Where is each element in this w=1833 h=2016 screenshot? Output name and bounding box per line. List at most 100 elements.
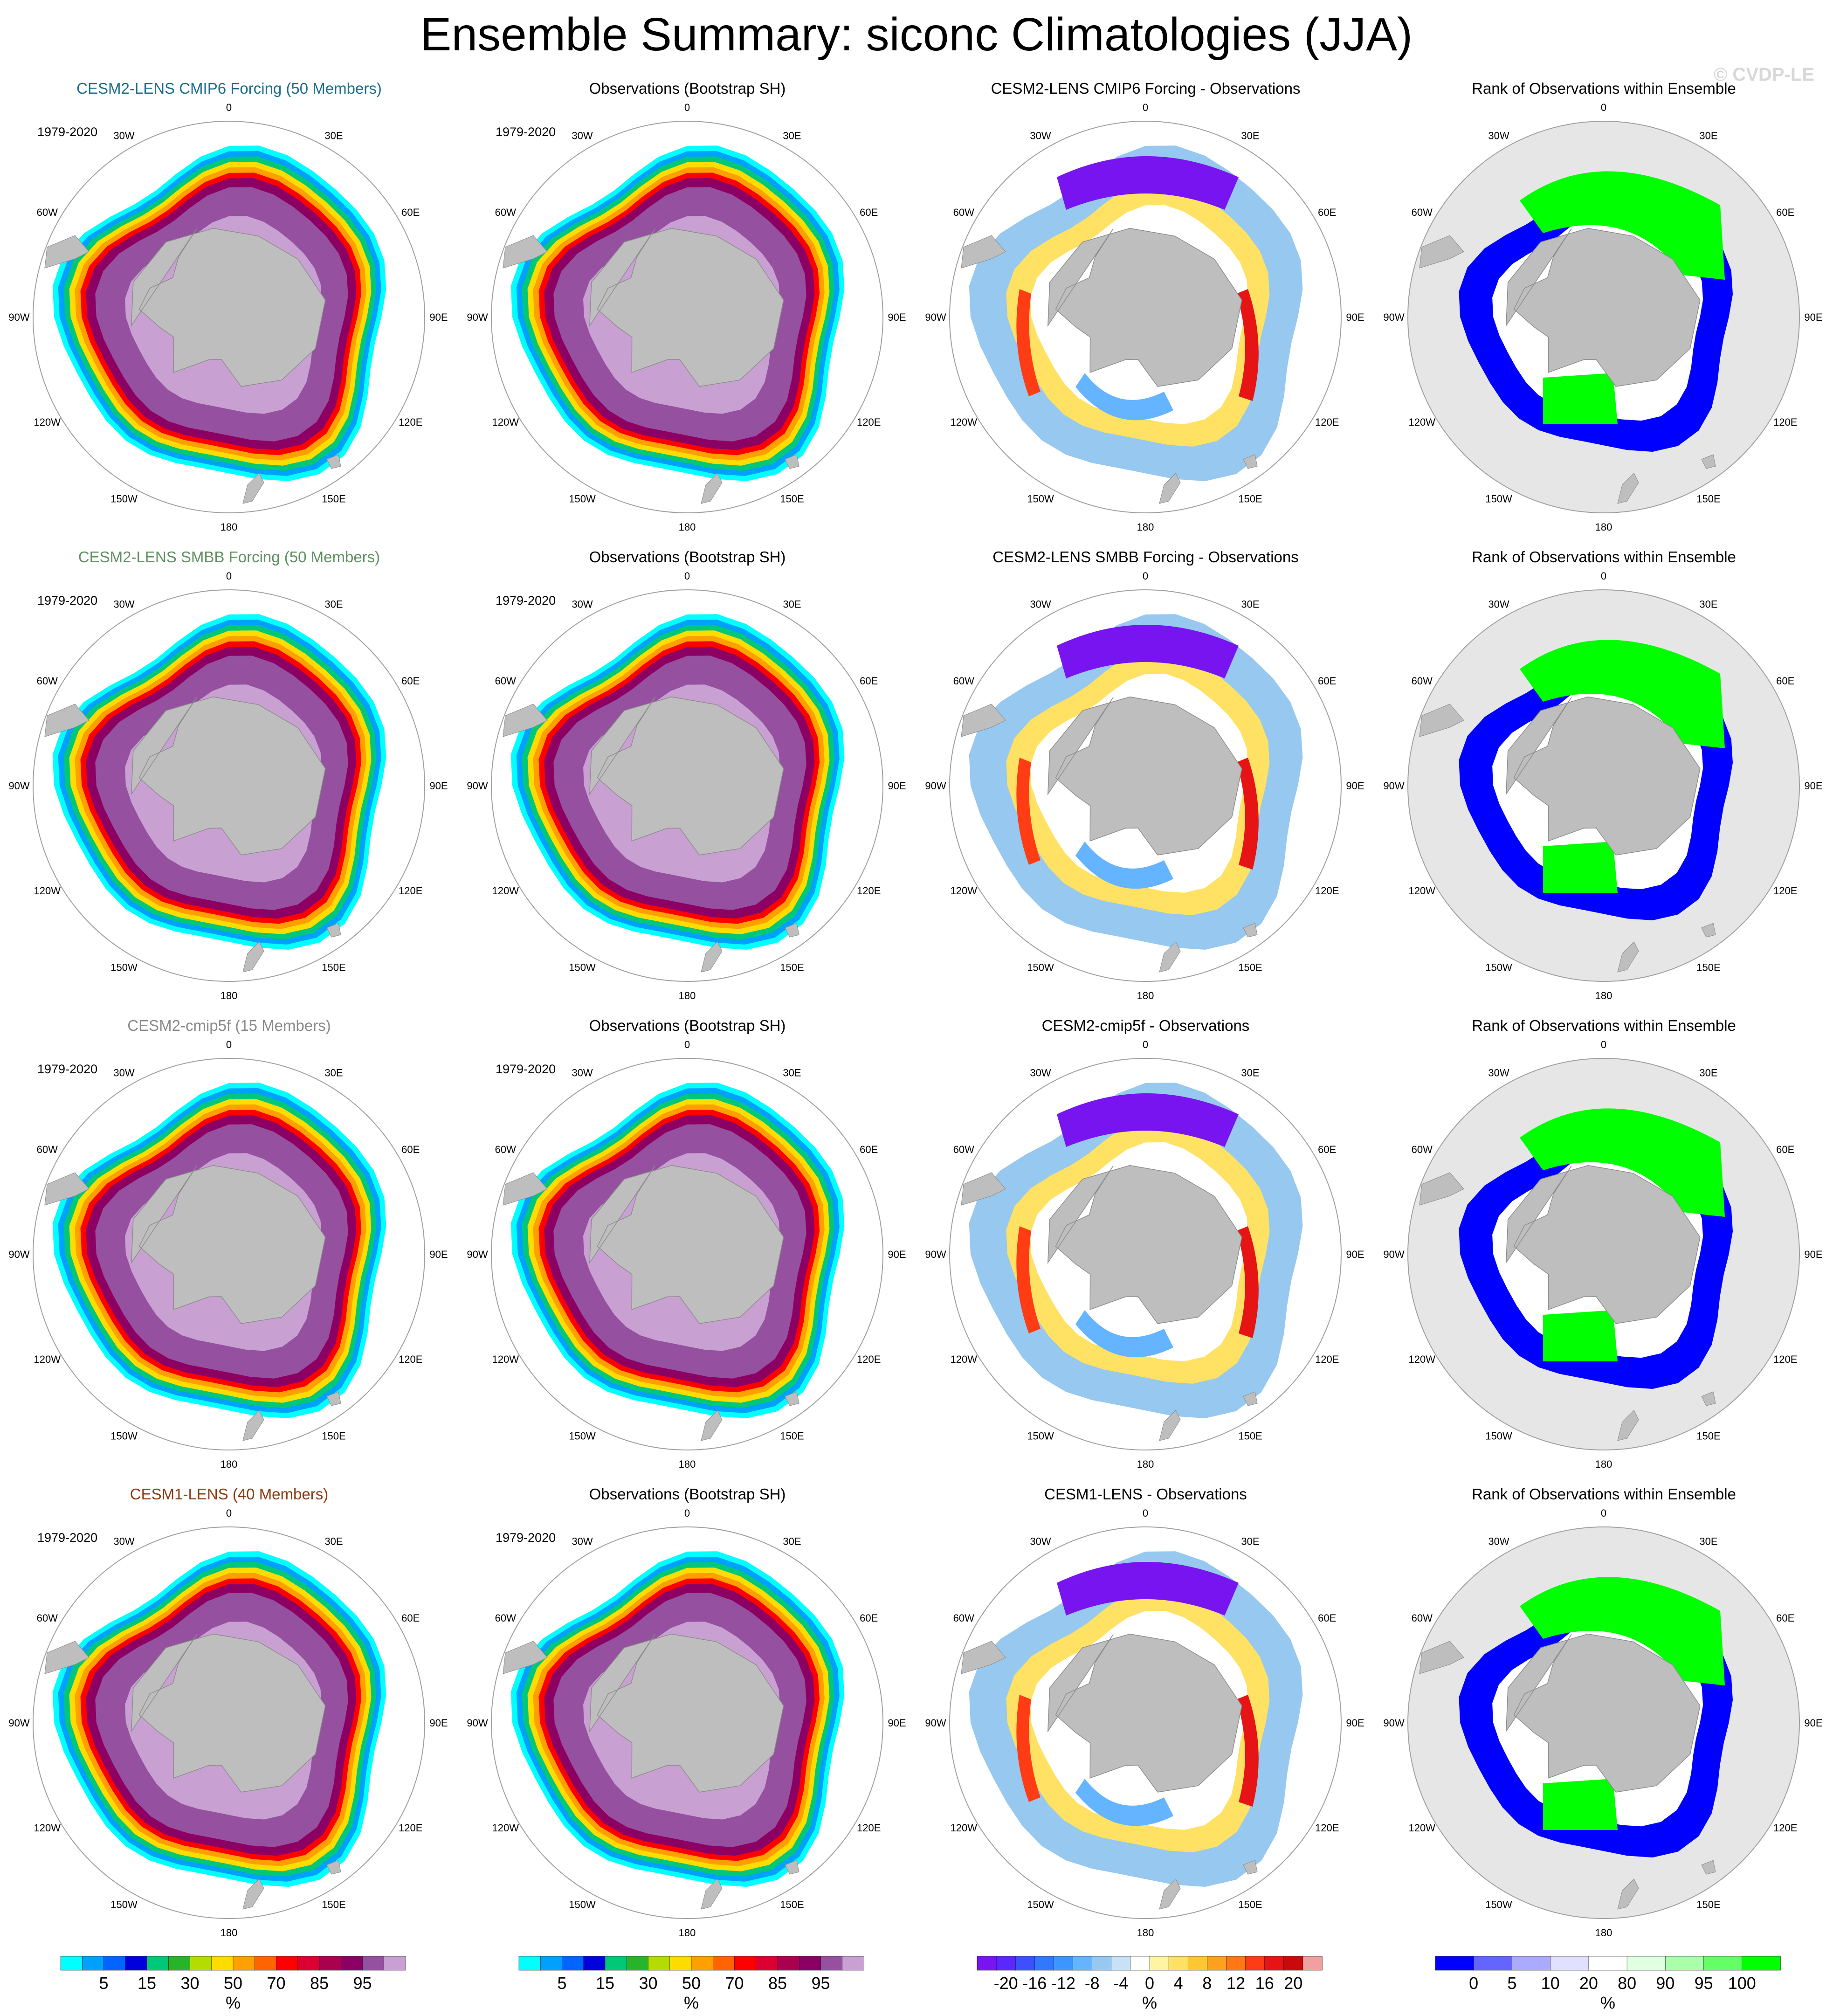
longitude-label: 180 — [679, 1458, 696, 1470]
tasmania-landmass — [1701, 923, 1716, 938]
longitude-label: 150W — [1027, 1430, 1054, 1442]
colorbar-tick-label: 85 — [310, 1974, 329, 1993]
south-america-landmass — [44, 1172, 90, 1206]
panel-title: Rank of Observations within Ensemble — [1472, 548, 1736, 566]
longitude-label: 90W — [467, 311, 488, 323]
longitude-label: 120W — [951, 416, 978, 428]
longitude-label: 30W — [1030, 130, 1051, 141]
longitude-label: 30E — [1241, 1067, 1259, 1078]
tasmania-landmass — [326, 1860, 341, 1875]
colorbar-swatch — [1073, 1956, 1093, 1971]
longitude-label: 150E — [1696, 493, 1720, 505]
longitude-label: 180 — [1137, 521, 1154, 533]
longitude-label: 150W — [1027, 1899, 1054, 1911]
difference-negative-region — [1057, 1093, 1239, 1147]
antarctica-landmass — [589, 696, 784, 856]
longitude-label: 120E — [1315, 1822, 1339, 1834]
polar-stereographic-map: 0 30E 60E 90E 120E 150E 180 150W 120W 90W 60W 30W — [925, 1507, 1364, 1939]
new-zealand-landmass — [242, 1878, 264, 1910]
panel-title: CESM1-LENS - Observations — [1044, 1485, 1247, 1503]
south-america-landmass — [503, 704, 548, 737]
antarctica-landmass — [1505, 1165, 1701, 1324]
panel-title: CESM1-LENS (40 Members) — [130, 1485, 329, 1503]
colorbar-swatch — [820, 1956, 843, 1971]
longitude-label: 60W — [495, 207, 516, 218]
panel-title: CESM2-LENS CMIP6 Forcing (50 Members) — [76, 80, 382, 97]
south-america-landmass — [44, 704, 90, 737]
rank-high-region — [1520, 171, 1725, 280]
longitude-label: 90E — [1804, 1717, 1822, 1729]
longitude-label: 90W — [8, 780, 29, 792]
longitude-label: 30E — [1699, 1067, 1717, 1078]
colorbar-swatch — [1245, 1956, 1265, 1971]
model-panel: CESM2-cmip5f (15 Members) 1979-2020 0 30E 60… — [0, 1012, 458, 1480]
colorbar-swatch — [211, 1956, 234, 1971]
antarctica-landmass — [1047, 696, 1242, 856]
new-zealand-landmass — [1617, 1410, 1639, 1441]
longitude-label: 30W — [572, 1067, 593, 1078]
longitude-label: 90W — [925, 1249, 946, 1260]
longitude-label: 150E — [322, 1430, 345, 1442]
longitude-label: 90E — [888, 1717, 906, 1729]
longitude-label: 180 — [679, 990, 696, 1001]
colorbar-swatch — [996, 1956, 1016, 1971]
polar-stereographic-map: 0 30E 60E 90E 120E 150E 180 150W 120W 90W 60W 30W — [467, 570, 906, 1001]
longitude-label: 150E — [1696, 1899, 1720, 1911]
longitude-label: 120W — [951, 1822, 978, 1834]
longitude-label: 30E — [1241, 1535, 1259, 1547]
longitude-label: 0 — [1601, 1039, 1606, 1050]
longitude-label: 120E — [1315, 1353, 1339, 1365]
difference-positive-region — [1236, 1695, 1259, 1807]
longitude-label: 150E — [1238, 1430, 1262, 1442]
colorbar-swatch — [255, 1956, 277, 1971]
colorbar-swatch — [799, 1956, 821, 1971]
colorbar-tick-label: 5 — [557, 1974, 566, 1993]
south-america-landmass — [961, 1641, 1006, 1674]
tasmania-landmass — [1701, 454, 1716, 469]
longitude-label: 30W — [1488, 598, 1509, 610]
panel-title: Observations (Bootstrap SH) — [589, 1485, 786, 1503]
colorbar-swatch — [319, 1956, 342, 1971]
longitude-label: 60E — [401, 1144, 420, 1155]
longitude-label: 150W — [1485, 962, 1512, 973]
longitude-label: 0 — [684, 102, 690, 113]
panel-title: CESM2-cmip5f (15 Members) — [127, 1017, 331, 1034]
longitude-label: 90W — [1383, 311, 1404, 323]
colorbar-swatch — [734, 1956, 757, 1971]
colorbar-swatch — [1226, 1956, 1246, 1971]
antarctica-landmass — [131, 1165, 326, 1324]
longitude-label: 120W — [492, 1822, 519, 1834]
observations-panel: Observations (Bootstrap SH) 1979-2020 0 30E… — [458, 1480, 916, 1949]
colorbar-tick-label: 30 — [639, 1974, 657, 1993]
longitude-label: 150E — [780, 1899, 804, 1911]
colorbar-swatch — [1034, 1956, 1054, 1971]
longitude-label: 30E — [324, 130, 343, 141]
colorbar-tick-label: 50 — [682, 1974, 701, 1993]
colorbar-tick-label: 70 — [725, 1974, 744, 1993]
longitude-label: 180 — [221, 1458, 238, 1470]
model-panel: CESM1-LENS (40 Members) 1979-2020 0 30E 60E 9… — [0, 1480, 458, 1949]
longitude-label: 90W — [1383, 780, 1404, 792]
longitude-label: 60E — [1318, 675, 1336, 687]
panel-title: Rank of Observations within Ensemble — [1472, 1485, 1736, 1503]
longitude-label: 180 — [221, 521, 238, 533]
new-zealand-landmass — [1617, 941, 1639, 973]
colorbar-swatch — [1149, 1956, 1169, 1971]
longitude-label: 60E — [401, 207, 420, 218]
tasmania-landmass — [326, 1391, 341, 1406]
difference-negative-region — [1075, 842, 1173, 889]
colorbar-svg: 5 15 30 50 70 85 95% — [60, 1956, 406, 2012]
difference-positive-region — [1016, 1695, 1041, 1802]
colorbar-swatch — [1626, 1956, 1666, 1971]
longitude-label: 0 — [1143, 1039, 1148, 1050]
colorbar-swatch — [233, 1956, 255, 1971]
longitude-label: 30W — [113, 598, 134, 610]
longitude-label: 0 — [1143, 102, 1148, 113]
longitude-label: 150W — [569, 962, 596, 973]
longitude-label: 0 — [226, 1507, 232, 1519]
longitude-label: 180 — [1595, 1927, 1612, 1939]
south-america-landmass — [1419, 1641, 1464, 1674]
new-zealand-landmass — [701, 473, 723, 504]
longitude-label: 150E — [322, 493, 345, 505]
polar-stereographic-map: 0 30E 60E 90E 120E 150E 180 150W 120W 90W 60W 30W — [925, 102, 1364, 533]
